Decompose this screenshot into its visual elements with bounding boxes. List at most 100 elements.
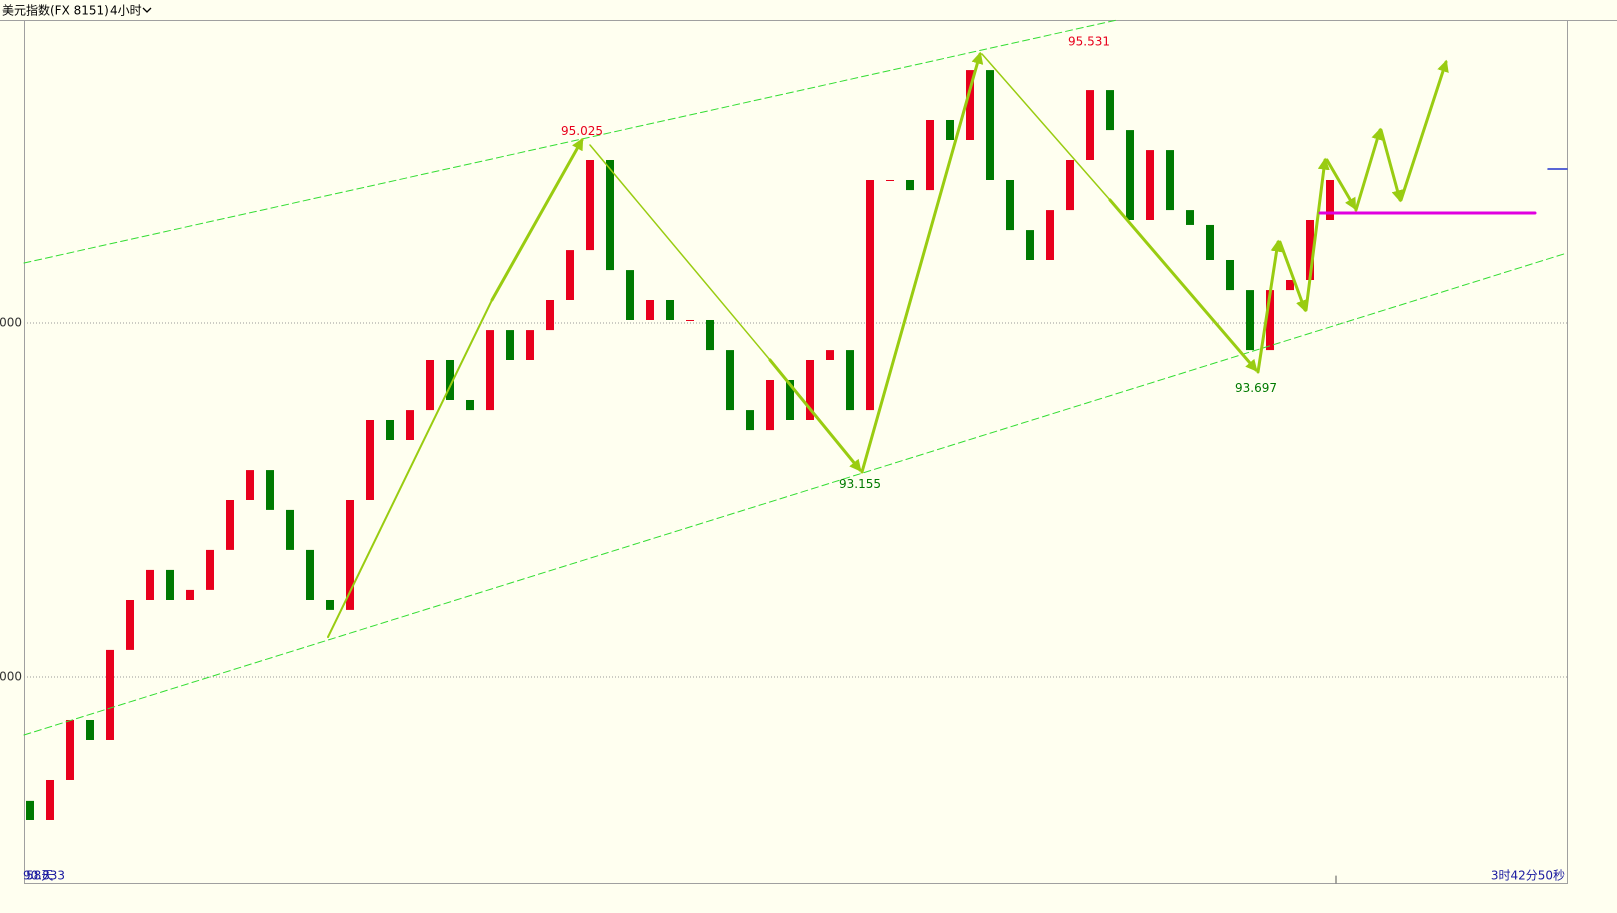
candle-body bbox=[546, 299, 554, 331]
wave-arrow bbox=[1325, 158, 1357, 211]
candle-body bbox=[146, 569, 154, 600]
candle-body bbox=[1166, 150, 1174, 211]
candle-body bbox=[586, 159, 594, 251]
candle-body bbox=[346, 499, 354, 610]
candle-body bbox=[766, 379, 774, 431]
candle-body bbox=[1206, 224, 1214, 260]
candle-body bbox=[126, 599, 134, 650]
candle-body bbox=[1006, 179, 1014, 231]
plot-border bbox=[24, 20, 1568, 884]
chart-title: 美元指数(FX 8151) bbox=[2, 3, 109, 18]
wave-arrow bbox=[1379, 128, 1404, 203]
candle-body bbox=[566, 250, 574, 300]
candle-body bbox=[1106, 90, 1114, 131]
candle-body bbox=[1226, 259, 1234, 291]
dropdown-icon[interactable] bbox=[142, 7, 152, 13]
candle-body bbox=[1306, 219, 1314, 280]
candle-body bbox=[486, 330, 494, 411]
candle-body bbox=[286, 509, 294, 550]
wave-line bbox=[327, 299, 493, 638]
days-label: 58天 bbox=[26, 869, 53, 883]
channel-lower bbox=[23, 252, 1568, 736]
candle-body bbox=[426, 359, 434, 411]
candle-body bbox=[386, 419, 394, 440]
candle-body bbox=[326, 599, 334, 610]
candle-body bbox=[366, 419, 374, 500]
candle-body bbox=[506, 330, 514, 360]
candle-body bbox=[166, 569, 174, 600]
candle-body bbox=[1246, 290, 1254, 351]
candle-body bbox=[1286, 279, 1294, 291]
candle-body bbox=[726, 350, 734, 411]
y-tick-label: 92.000 bbox=[0, 669, 22, 683]
candle-body bbox=[746, 410, 754, 431]
candle-body bbox=[206, 549, 214, 590]
candle-body bbox=[246, 470, 254, 500]
candle-body bbox=[26, 800, 34, 820]
candle-body bbox=[1326, 179, 1334, 220]
wave-arrow bbox=[1304, 157, 1330, 312]
candle-body bbox=[1026, 230, 1034, 260]
candle-body bbox=[446, 359, 454, 400]
candle-body bbox=[226, 499, 234, 550]
candle-body bbox=[666, 299, 674, 320]
candle-body bbox=[706, 319, 714, 351]
candle-body bbox=[886, 179, 894, 181]
candle-body bbox=[86, 719, 94, 740]
candle-body bbox=[526, 330, 534, 360]
wave-arrow bbox=[860, 51, 984, 474]
candle-body bbox=[926, 119, 934, 191]
wave-arrow bbox=[1399, 59, 1449, 202]
candle-body bbox=[686, 319, 694, 321]
candle-body bbox=[1066, 159, 1074, 211]
candle-body bbox=[906, 179, 914, 191]
wave-arrow bbox=[490, 137, 584, 302]
candle-body bbox=[106, 649, 114, 740]
candle-body bbox=[46, 779, 54, 820]
y-tick-label: 94.000 bbox=[0, 316, 22, 330]
wave-line bbox=[981, 53, 1111, 201]
candle-body bbox=[1266, 290, 1274, 351]
candle-body bbox=[846, 350, 854, 411]
candle-body bbox=[406, 410, 414, 440]
extreme-label: 95.025 bbox=[561, 124, 603, 138]
candle-body bbox=[466, 399, 474, 411]
candle-body bbox=[66, 719, 74, 780]
candle-body bbox=[1146, 150, 1154, 220]
candle-body bbox=[986, 70, 994, 180]
candle-body bbox=[266, 470, 274, 510]
extreme-label: 93.697 bbox=[1235, 381, 1277, 395]
candle-body bbox=[826, 350, 834, 360]
period-selector[interactable]: 4小时 bbox=[110, 4, 142, 18]
candle-body bbox=[1126, 130, 1134, 220]
candle-body bbox=[626, 270, 634, 320]
extreme-label: 90.833 bbox=[23, 869, 65, 883]
candle-body bbox=[946, 119, 954, 140]
wave-line bbox=[589, 144, 771, 361]
candle-body bbox=[1186, 210, 1194, 225]
wave-arrow bbox=[1108, 198, 1258, 372]
plot-area bbox=[24, 70, 1567, 820]
countdown: 3时42分50秒 bbox=[1491, 869, 1565, 883]
wave-arrow bbox=[1354, 127, 1383, 212]
candle-body bbox=[1046, 210, 1054, 260]
wave-arrow bbox=[1256, 239, 1283, 374]
wave-arrow bbox=[1278, 240, 1308, 313]
candle-body bbox=[606, 159, 614, 271]
candle-body bbox=[786, 379, 794, 420]
candle-body bbox=[1086, 90, 1094, 160]
drawings bbox=[23, 19, 1568, 884]
candle-body bbox=[966, 70, 974, 140]
candle-body bbox=[806, 359, 814, 420]
extreme-label: 93.155 bbox=[839, 477, 881, 491]
candle-body bbox=[186, 589, 194, 600]
wave-arrow bbox=[768, 358, 862, 472]
channel-upper bbox=[23, 19, 1118, 264]
candle-body bbox=[866, 179, 874, 411]
candle-body bbox=[646, 299, 654, 320]
extreme-label: 95.531 bbox=[1068, 35, 1110, 49]
candle-body bbox=[306, 549, 314, 600]
